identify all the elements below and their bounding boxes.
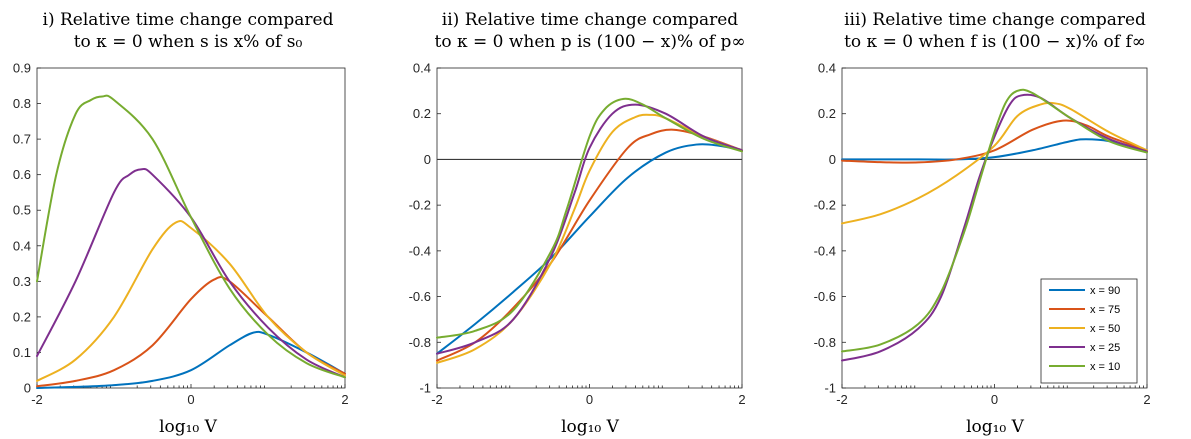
series-line-x-75 <box>841 119 1148 164</box>
y-tick-label: 0.4 <box>413 61 431 76</box>
y-tick-label: 0.4 <box>818 61 836 76</box>
x-tick-label: -2 <box>836 392 848 407</box>
panel-1-axes: 00.10.20.30.40.50.60.70.80.9-2 0 2 <box>13 61 349 408</box>
panel-3-title-line2: to κ = 0 when f is (100 − x)% of f∞ <box>844 32 1146 52</box>
y-tick-label: -0.2 <box>409 198 431 213</box>
panel-1-xlabel: log₁₀ V <box>159 417 218 437</box>
y-tick-label: 0.6 <box>13 167 31 182</box>
y-tick-label: -0.6 <box>814 289 836 304</box>
y-tick-label: 0 <box>424 152 431 167</box>
legend-label: x = 75 <box>1090 304 1120 316</box>
x-tick-label: 0 <box>991 392 998 407</box>
panel-2-axes: -1 -0.8 -0.6 -0.4 -0.2 0 0.2 0.4 -2 0 2 <box>409 61 746 408</box>
x-tick-label: 2 <box>1143 392 1150 407</box>
y-tick-label: 0.1 <box>13 345 31 360</box>
legend-box <box>1040 278 1138 384</box>
series-line-x-75 <box>436 128 743 362</box>
series-line-x-50 <box>436 113 743 364</box>
series-line-x-10 <box>436 97 743 339</box>
y-tick-label: 0.9 <box>13 61 31 76</box>
panel-3: iii) Relative time change compared to κ … <box>814 10 1151 437</box>
y-tick-label: -0.8 <box>814 335 836 350</box>
y-tick-label: 0.8 <box>13 96 31 111</box>
panel-2-title-line1: ii) Relative time change compared <box>442 10 739 30</box>
x-tick-label: 2 <box>738 392 745 407</box>
x-tick-label: 0 <box>586 392 593 407</box>
panel-2-xlabel: log₁₀ V <box>561 417 620 437</box>
legend-label: x = 10 <box>1090 361 1120 373</box>
legend-label: x = 25 <box>1090 342 1120 354</box>
panel-1-plot-area <box>36 94 346 389</box>
panel-2-plot-area <box>436 97 743 364</box>
series-line-x-50 <box>841 101 1148 225</box>
legend-item: x = 25 <box>1049 342 1120 354</box>
y-tick-label: 0.7 <box>13 132 31 147</box>
legend: x = 90 x = 75 x = 50 x = 25 x = 10 <box>1040 278 1138 384</box>
series-line-x-25 <box>436 103 743 355</box>
series-line-x-25 <box>36 167 346 379</box>
y-tick-label: 0.2 <box>13 309 31 324</box>
panel-3-title-line1: iii) Relative time change compared <box>844 10 1146 30</box>
panel-2: ii) Relative time change compared to κ =… <box>409 10 746 437</box>
panel-1: i) Relative time change compared to κ = … <box>13 10 349 437</box>
y-tick-label: -0.8 <box>409 335 431 350</box>
y-tick-label: -1 <box>419 381 431 396</box>
panel-1-title-line2: to κ = 0 when s is x% of s₀ <box>74 32 303 52</box>
x-tick-label: 2 <box>341 392 348 407</box>
legend-item: x = 10 <box>1049 361 1120 373</box>
y-tick-label: 0.4 <box>13 238 31 253</box>
y-tick-label: 0 <box>829 152 836 167</box>
panel-3-xlabel: log₁₀ V <box>966 417 1025 437</box>
y-tick-label: 0.5 <box>13 203 31 218</box>
legend-item: x = 90 <box>1049 285 1120 297</box>
series-line-x-90 <box>36 330 346 389</box>
y-tick-label: 0.3 <box>13 274 31 289</box>
series-line-x-10 <box>36 94 346 379</box>
y-tick-label: 0 <box>24 381 31 396</box>
panel-2-title-line2: to κ = 0 when p is (100 − x)% of p∞ <box>434 32 745 52</box>
legend-item: x = 75 <box>1049 304 1120 316</box>
legend-label: x = 90 <box>1090 285 1120 297</box>
series-line-x-50 <box>36 219 346 382</box>
x-tick-label: -2 <box>431 392 443 407</box>
y-tick-label: -0.6 <box>409 289 431 304</box>
y-tick-label: -0.2 <box>814 198 836 213</box>
legend-label: x = 50 <box>1090 323 1120 335</box>
y-tick-label: -0.4 <box>814 243 836 258</box>
y-tick-label: 0.2 <box>413 106 431 121</box>
x-tick-label: 0 <box>187 392 194 407</box>
legend-item: x = 50 <box>1049 323 1120 335</box>
panel-1-title-line1: i) Relative time change compared <box>43 10 334 30</box>
series-line-x-90 <box>436 143 743 355</box>
y-tick-label: -0.4 <box>409 243 431 258</box>
panel-3-plot-area <box>841 88 1148 362</box>
series-line-x-10 <box>841 88 1148 353</box>
x-tick-label: -2 <box>31 392 43 407</box>
y-tick-label: -1 <box>824 381 836 396</box>
series-line-x-90 <box>841 138 1148 161</box>
y-tick-label: 0.2 <box>818 106 836 121</box>
